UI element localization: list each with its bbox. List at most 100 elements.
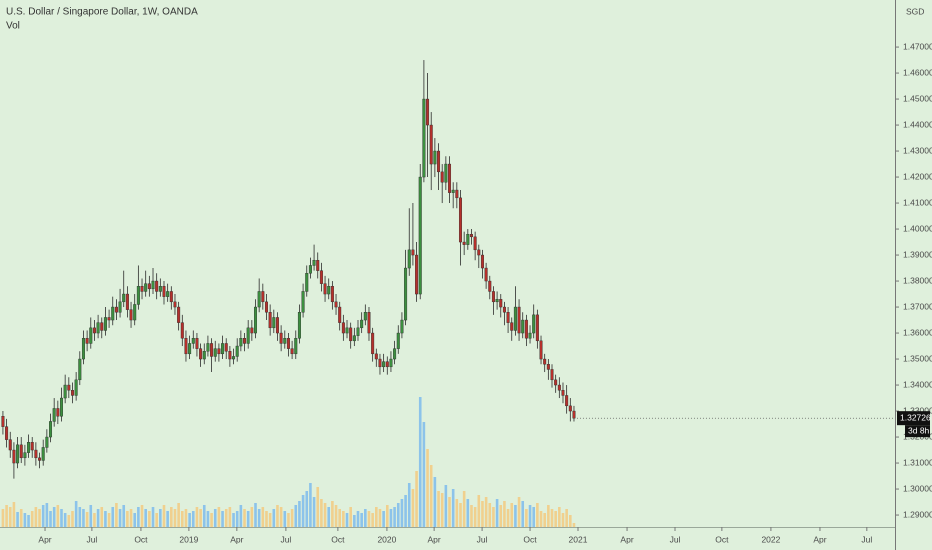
x-tick-label: Jul (670, 534, 681, 544)
volume-bar (1, 509, 5, 527)
volume-bar (228, 507, 232, 527)
volume-bar (415, 471, 418, 527)
candle-body (56, 408, 60, 417)
y-tick-label: 1.45000 (903, 93, 932, 103)
candle-body (352, 335, 356, 342)
volume-bar (477, 495, 481, 527)
volume-bar (393, 507, 396, 527)
candle-body (111, 306, 115, 321)
volume-bar (543, 513, 546, 527)
volume-bar (371, 513, 374, 527)
candle-body (122, 293, 126, 303)
candle-body (363, 312, 367, 321)
volume-bar (539, 511, 543, 527)
volume-bar (536, 503, 539, 527)
last-price-label: 1.32726 (900, 412, 931, 422)
y-tick-label: 1.37000 (903, 301, 932, 311)
candle-body (367, 312, 371, 334)
candle-body (191, 338, 195, 344)
volume-bar (503, 501, 506, 527)
candle-body (206, 343, 210, 352)
volume-bar (301, 495, 305, 527)
candle-body (418, 176, 422, 295)
volume-bar (547, 505, 550, 527)
candle-body (319, 270, 323, 284)
candle-body (92, 327, 96, 334)
volume-bar (111, 507, 115, 527)
candle-body (221, 343, 225, 355)
x-tick-label: Oct (134, 534, 148, 544)
candle-body (382, 361, 386, 368)
candle-body (210, 343, 214, 357)
volume-bar (353, 515, 356, 527)
volume-bar (104, 511, 107, 527)
candle-body (283, 338, 287, 344)
candle-body (290, 348, 294, 355)
candle-body (114, 306, 118, 313)
candle-body (38, 457, 42, 461)
volume-bar (356, 511, 360, 527)
volume-bar (565, 509, 568, 527)
candle-body (261, 291, 265, 303)
volume-bar (517, 497, 521, 527)
volume-bar (45, 503, 49, 527)
volume-bar (12, 502, 16, 527)
volume-bar (320, 499, 323, 527)
volume-bar (268, 513, 272, 527)
volume-bar (191, 511, 195, 527)
volume-bar (396, 503, 400, 527)
candle-body (374, 353, 378, 360)
volume-bar (19, 509, 23, 527)
volume-bar (426, 449, 429, 527)
volume-bar (202, 505, 206, 527)
candle-body (426, 98, 430, 126)
volume-bar (232, 513, 235, 527)
candle-body (228, 351, 232, 360)
candle-body (49, 421, 53, 438)
candle-body (557, 384, 561, 391)
y-tick-label: 1.40000 (903, 223, 932, 233)
volume-bar (290, 509, 294, 527)
candle-body (389, 358, 393, 368)
volume-bar (495, 499, 499, 527)
volume-bar (16, 512, 19, 527)
volume-bar (437, 491, 440, 527)
volume-bar (283, 511, 287, 527)
volume-bar (78, 507, 82, 527)
candle-body (129, 309, 133, 321)
candle-body (63, 384, 67, 399)
candle-body (371, 332, 375, 355)
candle-body (444, 163, 448, 183)
x-tick-label: 2019 (179, 534, 198, 544)
volume-bar (184, 509, 188, 527)
volume-bar (170, 507, 173, 527)
candle-body (264, 301, 268, 313)
volume-bar (569, 515, 572, 527)
volume-bar (327, 507, 331, 527)
volume-bar (243, 509, 246, 527)
volume-bar (514, 505, 517, 527)
volume-bar (49, 511, 52, 527)
candle-body (513, 306, 517, 331)
volume-bar (148, 511, 151, 527)
volume-bar (492, 507, 495, 527)
candle-body (1, 416, 5, 427)
volume-bar (74, 501, 78, 527)
volume-bar (63, 513, 67, 527)
candle-body (136, 286, 140, 305)
y-tick-label: 1.41000 (903, 197, 932, 207)
candle-body (78, 358, 82, 381)
candle-body (356, 327, 360, 336)
candle-body (484, 267, 488, 282)
candle-body (524, 319, 528, 339)
volume-bar (155, 513, 158, 527)
candle-body (243, 338, 247, 344)
volume-bar (572, 523, 576, 527)
candle-body (488, 280, 492, 292)
x-tick-label: Apr (230, 534, 243, 544)
candle-body (338, 306, 342, 323)
volume-bar (400, 499, 404, 527)
candle-body (396, 332, 400, 349)
candle-body (323, 283, 327, 295)
candle-body (495, 299, 499, 303)
